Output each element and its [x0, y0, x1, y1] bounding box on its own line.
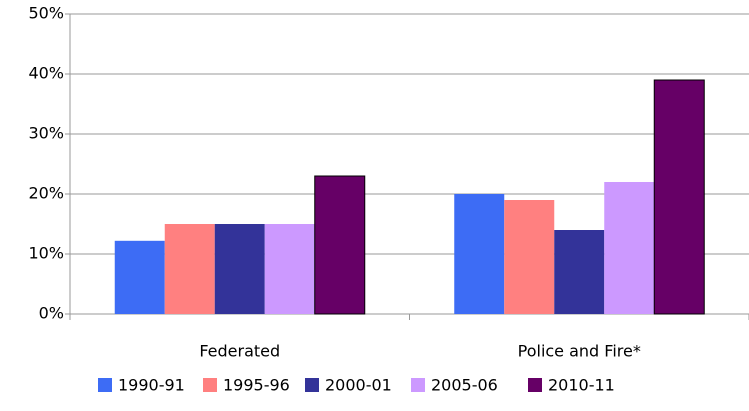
bar — [264, 224, 315, 314]
bar — [454, 194, 505, 314]
legend-swatch — [305, 378, 319, 392]
x-tick-label: Police and Fire* — [518, 342, 641, 361]
legend-label: 2010-11 — [548, 376, 615, 395]
y-tick-label: 40% — [28, 64, 64, 83]
legend-swatch — [203, 378, 217, 392]
bar — [504, 200, 555, 314]
bar — [214, 224, 265, 314]
legend-swatch — [98, 378, 112, 392]
y-tick-label: 50% — [28, 4, 64, 23]
y-tick-label: 0% — [39, 304, 64, 323]
legend-label: 1990-91 — [118, 376, 185, 395]
legend-label: 1995-96 — [223, 376, 290, 395]
y-tick-label: 10% — [28, 244, 64, 263]
legend-label: 2005-06 — [431, 376, 498, 395]
bar — [604, 182, 655, 314]
y-tick-label: 30% — [28, 124, 64, 143]
legend-label: 2000-01 — [325, 376, 392, 395]
x-tick-label: Federated — [199, 342, 280, 361]
legend-swatch — [528, 378, 542, 392]
bar — [114, 240, 165, 314]
legend-swatch — [411, 378, 425, 392]
bar — [653, 79, 705, 315]
bar — [164, 224, 215, 314]
y-tick-label: 20% — [28, 184, 64, 203]
bar — [314, 175, 366, 315]
bar — [554, 230, 605, 314]
